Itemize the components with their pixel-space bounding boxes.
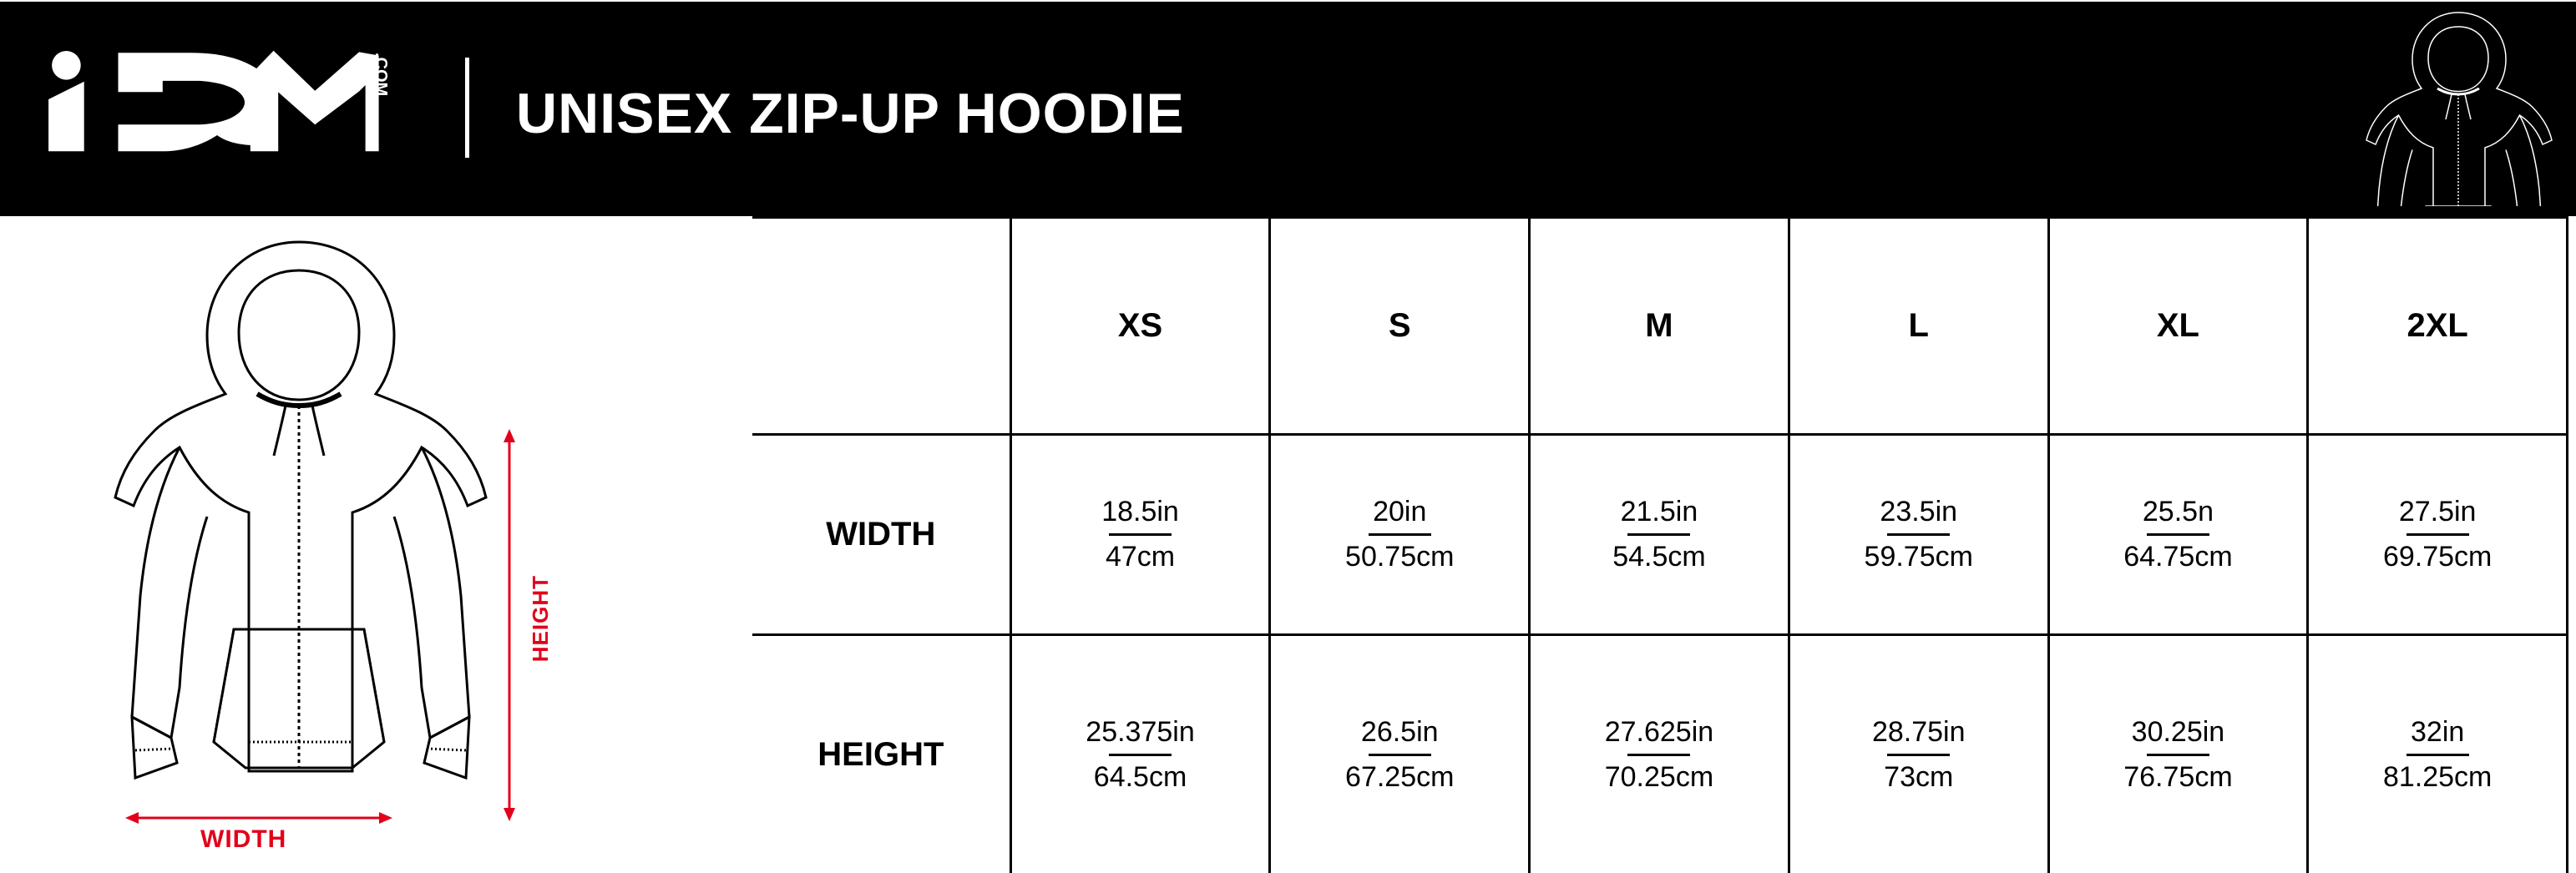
- svg-text:.COM: .COM: [372, 53, 388, 96]
